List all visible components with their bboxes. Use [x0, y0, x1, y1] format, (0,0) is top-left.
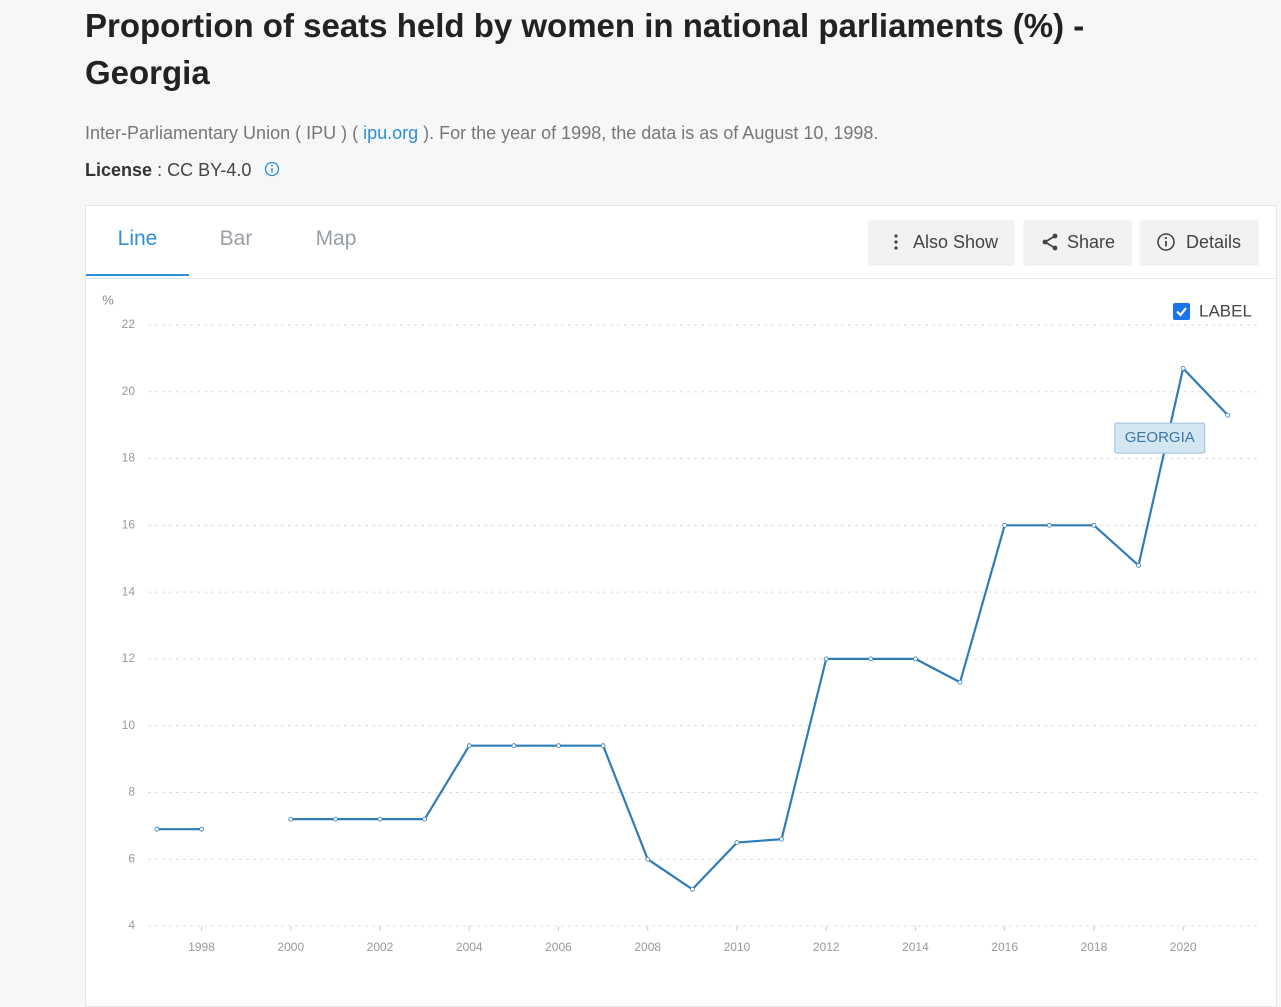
button-label: Share: [1067, 232, 1116, 252]
chart: % LABEL 4 6 8 10 12 14 16 18 20 22 1998 2000 2002 200…: [102, 292, 1259, 954]
data-point: [689, 886, 695, 892]
tab-bar: Line Bar Map Also Show Share Details: [86, 206, 1276, 279]
tab[interactable]: Map: [315, 227, 357, 250]
data-point: [913, 656, 918, 662]
series-label-box: [1114, 422, 1206, 454]
x-tick-label: 2018: [1081, 940, 1108, 954]
data-line: [156, 366, 1229, 891]
license-value: : CC BY-4.0: [157, 160, 252, 180]
label-toggle-text: LABEL: [1199, 301, 1252, 320]
source-text: ). For the year of 1998, the data is as …: [418, 123, 879, 143]
checkmark: [1176, 307, 1187, 317]
license-line: License : CC BY-4.0: [85, 160, 280, 181]
y-tick-label: 20: [122, 384, 136, 398]
license-label: License: [85, 160, 153, 180]
data-point: [377, 816, 383, 822]
data-point: [422, 816, 428, 822]
data-point: [154, 826, 160, 832]
also-show-button[interactable]: Also Show: [869, 220, 1014, 264]
y-tick-label: 18: [122, 451, 136, 465]
y-tick-label: 8: [128, 785, 135, 799]
x-tick-label: 2016: [991, 940, 1018, 954]
info-icon: [1157, 233, 1175, 251]
share-button[interactable]: Share: [1024, 220, 1131, 264]
data-point: [1091, 522, 1097, 528]
data-point: [1180, 366, 1186, 371]
source-link[interactable]: ipu.org: [363, 123, 419, 143]
y-tick-label: 16: [122, 518, 136, 532]
tab[interactable]: Bar: [219, 227, 253, 250]
y-tick-label: 4: [128, 918, 135, 932]
x-tick-label: 2012: [813, 940, 840, 954]
x-tick-label: 1998: [188, 940, 215, 954]
data-point: [1046, 522, 1052, 528]
y-tick-label: 12: [122, 651, 136, 665]
tab[interactable]: Line: [86, 224, 189, 276]
x-tick-label: 2006: [545, 940, 572, 954]
series-label: GEORGIA: [1125, 429, 1195, 446]
y-tick-label: 10: [122, 718, 136, 732]
x-tick-label: 2020: [1170, 940, 1197, 954]
data-point: [1002, 522, 1008, 528]
x-tick-label: 2014: [902, 940, 929, 954]
button-label: Details: [1186, 232, 1242, 252]
data-point: [332, 816, 338, 822]
data-point: [199, 826, 204, 832]
menu-icon: [894, 234, 898, 250]
details-button[interactable]: Details: [1140, 220, 1258, 264]
y-axis-label: %: [102, 292, 114, 307]
data-point: [600, 743, 606, 749]
data-point: [288, 816, 294, 822]
source-line: Inter-Parliamentary Union ( IPU ) ( ipu.…: [85, 123, 878, 144]
x-tick-label: 2002: [367, 940, 394, 954]
y-tick-label: 6: [128, 851, 135, 865]
data-point: [779, 836, 784, 842]
source-text: Inter-Parliamentary Union ( IPU ) (: [85, 123, 364, 143]
data-point: [511, 743, 517, 749]
data-point: [556, 743, 561, 749]
page-title: Proportion of seats held by women in nat…: [85, 7, 1085, 91]
x-tick-label: 2004: [456, 940, 483, 954]
y-tick-label: 22: [122, 317, 136, 331]
label-checkbox[interactable]: [1173, 303, 1190, 320]
data-point: [868, 656, 874, 662]
data-point: [1136, 562, 1141, 568]
data-point: [823, 656, 829, 662]
data-point: [466, 743, 472, 749]
info-icon[interactable]: [264, 161, 280, 177]
share-icon: [1042, 233, 1058, 251]
y-tick-label: 14: [122, 584, 136, 598]
data-point: [957, 679, 963, 685]
x-tick-label: 2008: [634, 940, 661, 954]
x-tick-label: 2010: [724, 940, 751, 954]
data-point: [734, 840, 740, 845]
data-point: [1225, 412, 1231, 418]
data-point: [645, 856, 651, 862]
button-label: Also Show: [913, 232, 999, 252]
x-tick-label: 2000: [277, 940, 304, 954]
chart-card: Line Bar Map Also Show Share Details % L…: [85, 205, 1277, 1007]
